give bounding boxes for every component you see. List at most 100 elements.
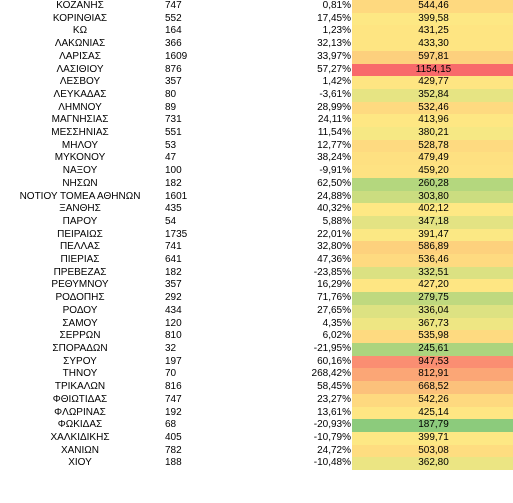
count-cell: 1601 [165,190,188,202]
percent-change-cell: -23,85% [313,266,351,278]
percent-change-cell: 57,27% [317,63,351,75]
value-cell: 542,26 [351,393,513,407]
value-cell: 245,61 [351,342,513,356]
table-row: ΡΟΔΟΠΗΣ 292 71,76% 279,75 [0,292,513,305]
value-cell: 535,98 [351,330,513,343]
percent-change-cell: 58,45% [317,381,351,393]
count-cell: 182 [165,177,182,189]
value-cell: 431,25 [351,25,513,39]
region-name-cell: ΡΟΔΟΠΗΣ [55,292,105,304]
table-row: ΤΡΙΚΑΛΩΝ 816 58,45% 668,52 [0,381,513,394]
percent-change-cell: 32,80% [317,241,351,253]
count-cell: 747 [165,0,182,11]
percent-change-cell: 0,81% [322,0,351,11]
table-row: ΣΕΡΡΩΝ 810 6,02% 535,98 [0,330,513,343]
table-row: ΠΑΡΟΥ 54 5,88% 347,18 [0,215,513,229]
table-row: ΚΟΡΙΝΘΙΑΣ 552 17,45% 399,58 [0,12,513,26]
value-cell: 336,04 [351,304,513,318]
count-cell: 182 [165,266,182,278]
count-cell: 47 [165,152,177,164]
percent-change-cell: 268,42% [311,368,351,380]
region-name-cell: ΦΩΚΙΔΑΣ [57,419,103,431]
percent-change-cell: 12,77% [317,139,351,151]
count-cell: 816 [165,381,182,393]
table-row: ΧΑΛΚΙΔΙΚΗΣ 405 -10,79% 399,71 [0,431,513,445]
region-name-cell: ΠΑΡΟΥ [62,215,98,227]
percent-change-cell: 47,36% [317,254,351,266]
data-table: ΚΟΖΑΝΗΣ 747 0,81% 544,46 ΚΟΡΙΝΘΙΑΣ 552 17,45% 3… [0,0,513,471]
percent-change-cell: 23,27% [317,393,351,405]
region-name-cell: ΜΥΚΟΝΟΥ [54,152,106,164]
table-row: ΚΟΖΑΝΗΣ 747 0,81% 544,46 [0,0,513,13]
table-row: ΠΙΕΡΙΑΣ 641 47,36% 536,46 [0,254,513,267]
percent-change-cell: 71,76% [317,292,351,304]
value-cell: 536,46 [351,254,513,267]
value-cell: 347,18 [351,215,513,229]
value-cell: 459,20 [351,165,513,178]
count-cell: 80 [165,88,177,100]
region-name-cell: ΚΟΖΑΝΗΣ [56,0,104,11]
region-name-cell: ΛΑΣΙΘΙΟΥ [56,63,104,75]
count-cell: 32 [165,342,177,354]
region-name-cell: ΛΕΣΒΟΥ [59,76,101,88]
percent-change-cell: 5,88% [322,215,351,227]
percent-change-cell: 6,02% [322,330,351,342]
value-cell: 425,14 [351,406,513,420]
count-cell: 68 [165,419,177,431]
value-cell: 586,89 [351,241,513,255]
region-name-cell: ΞΑΝΘΗΣ [59,203,101,215]
count-cell: 782 [165,444,182,456]
table-row: ΜΕΣΣΗΝΙΑΣ 551 11,54% 380,21 [0,127,513,140]
table-body: ΚΟΖΑΝΗΣ 747 0,81% 544,46 ΚΟΡΙΝΘΙΑΣ 552 17,45% 3… [0,0,513,471]
table-row: ΛΕΣΒΟΥ 357 1,42% 429,77 [0,76,513,89]
percent-change-cell: 40,32% [317,203,351,215]
value-cell: 433,30 [351,38,513,51]
count-cell: 434 [165,304,182,316]
count-cell: 54 [165,215,177,227]
percent-change-cell: 24,72% [317,444,351,456]
table-row: ΜΑΓΝΗΣΙΑΣ 731 24,11% 413,96 [0,114,513,128]
region-name-cell: ΜΑΓΝΗΣΙΑΣ [51,114,109,126]
table-row: ΝΑΞΟΥ 100 -9,91% 459,20 [0,165,513,178]
table-row: ΡΕΘΥΜΝΟΥ 357 16,29% 427,20 [0,279,513,293]
value-cell: 303,80 [351,190,513,204]
count-cell: 192 [165,406,182,418]
percent-change-cell: 27,65% [317,304,351,316]
percent-change-cell: 22,01% [317,228,351,240]
region-name-cell: ΝΟΤΙΟΥ ΤΟΜΕΑ ΑΘΗΝΩΝ [19,190,141,202]
region-name-cell: ΣΕΡΡΩΝ [59,330,101,342]
value-cell: 399,58 [351,12,513,26]
table-row: ΣΑΜΟΥ 120 4,35% 367,73 [0,317,513,331]
percent-change-cell: 1,23% [322,25,351,37]
value-cell: 1154,15 [351,63,513,77]
value-cell: 503,08 [351,444,513,458]
table-row: ΛΕΥΚΑΔΑΣ 80 -3,61% 352,84 [0,88,513,102]
region-name-cell: ΠΙΕΡΙΑΣ [60,254,100,266]
count-cell: 120 [165,317,182,329]
count-cell: 53 [165,139,177,151]
region-name-cell: ΦΛΩΡΙΝΑΣ [54,406,106,418]
value-cell: 391,47 [351,228,513,242]
value-cell: 429,77 [351,76,513,89]
count-cell: 366 [165,38,182,50]
region-name-cell: ΣΑΜΟΥ [62,317,98,329]
count-cell: 551 [165,127,182,139]
value-cell: 187,79 [351,419,513,432]
percent-change-cell: -21,95% [313,342,351,354]
table-row: ΞΑΝΘΗΣ 435 40,32% 402,12 [0,203,513,216]
percent-change-cell: 17,45% [317,12,351,24]
value-cell: 260,28 [351,177,513,191]
table-row: ΦΩΚΙΔΑΣ 68 -20,93% 187,79 [0,419,513,432]
value-cell: 380,21 [351,127,513,140]
table-row: ΛΗΜΝΟΥ 89 28,99% 532,46 [0,101,513,115]
percent-change-cell: 33,97% [317,50,351,62]
percent-change-cell: -3,61% [319,88,351,100]
value-cell: 668,52 [351,381,513,394]
count-cell: 552 [165,12,182,24]
table-row: ΤΗΝΟΥ 70 268,42% 812,91 [0,368,513,382]
region-name-cell: ΛΗΜΝΟΥ [58,101,102,113]
region-name-cell: ΝΗΣΩΝ [62,177,98,189]
table-row: ΛΑΡΙΣΑΣ 1609 33,97% 597,81 [0,50,513,64]
region-name-cell: ΤΡΙΚΑΛΩΝ [54,381,106,393]
count-cell: 100 [165,165,182,177]
